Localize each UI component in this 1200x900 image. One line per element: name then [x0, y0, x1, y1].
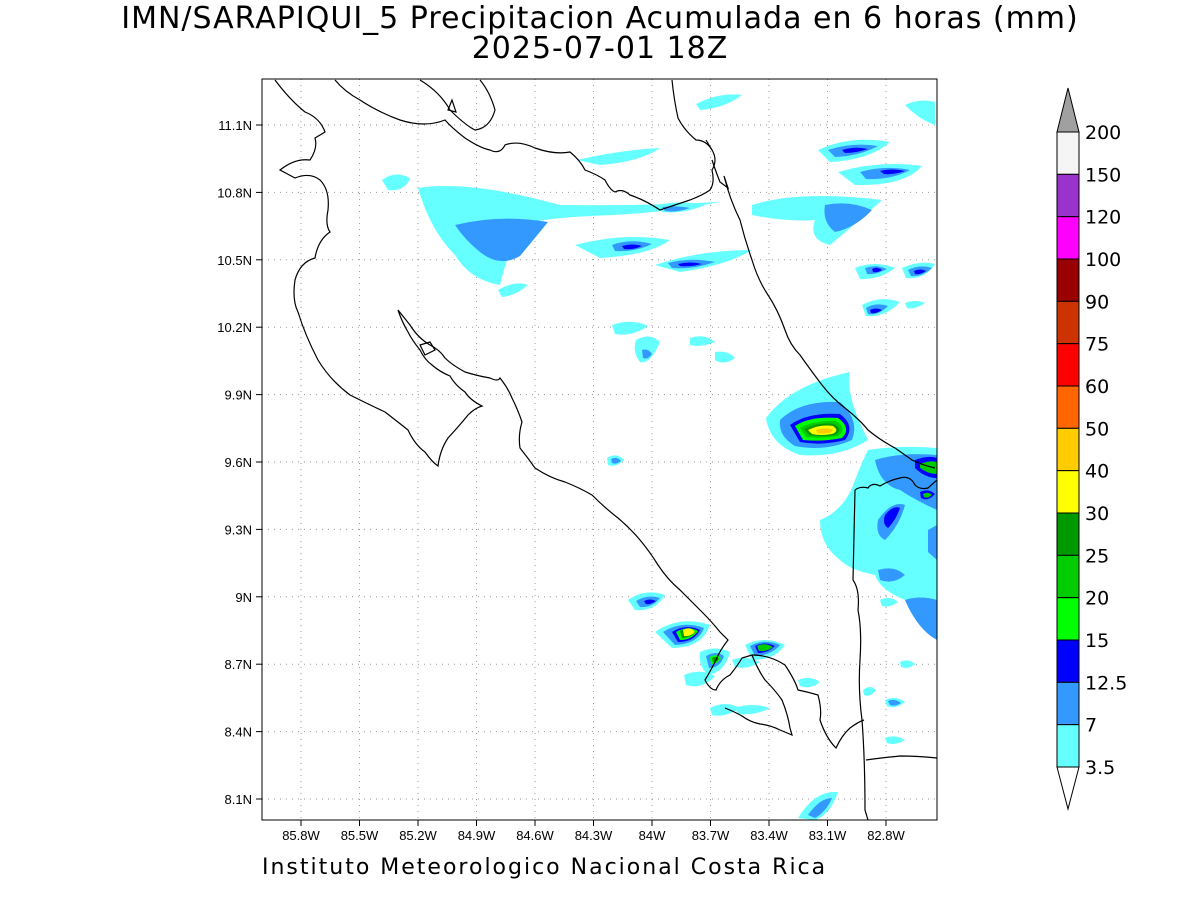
colorbar-swatch	[1056, 512, 1080, 556]
latitude-axis: 11.1N 10.8N 10.5N 10.2N 9.9N 9.6N 9.3N 9N 8.7N 8.…	[217, 118, 262, 807]
lon-tick-label: 83.1W	[809, 828, 847, 843]
lat-tick-label: 10.5N	[217, 253, 252, 268]
colorbar-level-label: 150	[1085, 164, 1121, 186]
colorbar-swatch	[1056, 427, 1080, 472]
precip-shading	[382, 94, 937, 820]
colorbar-level-label: 25	[1085, 545, 1109, 567]
colorbar-cap-bottom	[1056, 766, 1080, 811]
colorbar-level-label: 90	[1085, 291, 1109, 313]
lat-tick-label: 11.1N	[218, 118, 252, 133]
colorbar-level-label: 100	[1085, 249, 1121, 271]
colorbar-swatch	[1056, 385, 1080, 429]
colorbar-level-label: 20	[1085, 588, 1109, 610]
lat-tick-label: 8.4N	[225, 725, 252, 740]
colorbar-level-label: 12.5	[1085, 672, 1127, 694]
lat-tick-label: 10.2N	[217, 320, 252, 335]
lon-tick-label: 85.2W	[399, 828, 437, 843]
colorbar-swatch	[1056, 131, 1080, 175]
colorbar-level-label: 60	[1085, 376, 1109, 398]
colorbar-swatch	[1056, 470, 1080, 514]
lon-tick-label: 84.6W	[516, 828, 554, 843]
lat-tick-label: 8.1N	[225, 792, 252, 807]
coastline-borders	[274, 79, 937, 820]
colorbar-level-label: 75	[1085, 334, 1109, 356]
colorbar-level-label: 3.5	[1085, 757, 1115, 779]
colorbar-cap-top	[1056, 87, 1080, 133]
lat-tick-label: 10.8N	[217, 185, 252, 200]
lat-tick-label: 9.3N	[225, 522, 252, 537]
colorbar-swatch	[1056, 300, 1080, 345]
lon-tick-label: 84.3W	[575, 828, 613, 843]
lon-tick-label: 85.5W	[341, 828, 379, 843]
colorbar-level-label: 40	[1085, 461, 1109, 483]
lon-tick-label: 82.8W	[867, 828, 905, 843]
plot-frame	[261, 78, 938, 821]
colorbar-level-label: 15	[1085, 630, 1109, 652]
colorbar-level-label: 120	[1085, 207, 1121, 229]
footer-credit: Instituto Meteorologico Nacional Costa R…	[262, 855, 828, 880]
lat-tick-label: 9.6N	[225, 455, 252, 470]
lon-tick-label: 84W	[639, 828, 666, 843]
longitude-axis: 85.8W 85.5W 85.2W 84.9W 84.6W 84.3W 84W 83.7W 83…	[282, 820, 906, 843]
colorbar-level-label: 50	[1085, 418, 1109, 440]
lon-tick-label: 85.8W	[282, 828, 320, 843]
lon-tick-label: 84.9W	[458, 828, 496, 843]
map-title: IMN/SARAPIQUI_5 Precipitacion Acumulada …	[121, 1, 1079, 36]
map-valid-time: 2025-07-01 18Z	[471, 31, 729, 66]
colorbar: 200 150 120 100 90 75 60 50 40 30 25 20 15 12.5 7 3.5	[1056, 87, 1127, 811]
colorbar-level-label: 30	[1085, 503, 1109, 525]
lat-tick-label: 8.7N	[225, 657, 252, 672]
colorbar-swatch	[1056, 724, 1080, 768]
colorbar-swatch	[1056, 554, 1080, 599]
colorbar-level-label: 200	[1085, 122, 1121, 144]
colorbar-swatch	[1056, 173, 1080, 218]
colorbar-swatch	[1056, 343, 1080, 387]
colorbar-swatch	[1056, 258, 1080, 302]
colorbar-level-label: 7	[1085, 715, 1097, 737]
colorbar-swatch	[1056, 216, 1080, 260]
colorbar-swatch	[1056, 597, 1080, 641]
colorbar-swatch	[1056, 639, 1080, 683]
lat-tick-label: 9.9N	[225, 388, 252, 403]
lon-tick-label: 83.4W	[750, 828, 788, 843]
colorbar-swatch	[1056, 681, 1080, 726]
lat-tick-label: 9N	[235, 590, 252, 605]
lon-tick-label: 83.7W	[692, 828, 730, 843]
